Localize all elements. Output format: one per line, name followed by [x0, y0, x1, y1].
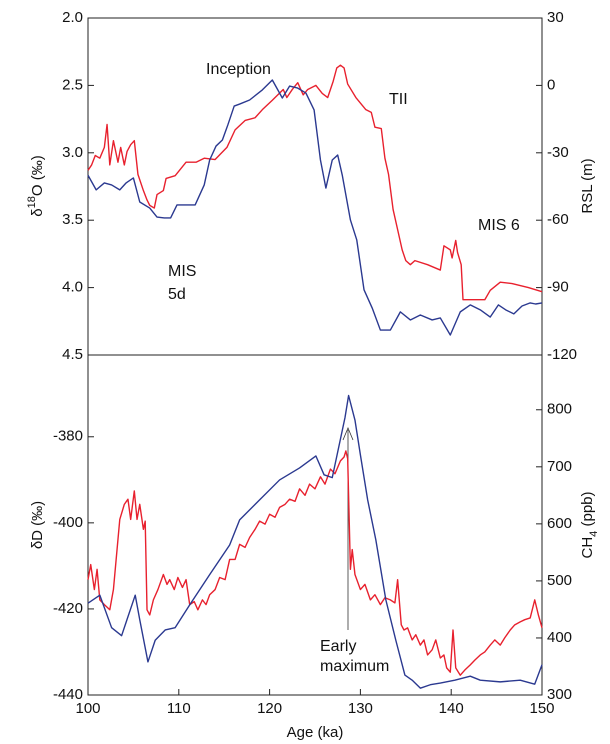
annotation: Early	[320, 638, 356, 655]
y-tick-label: -380	[53, 428, 83, 445]
y2-tick-label: 400	[547, 629, 572, 646]
y2-axis-title: CH4 (ppb)	[579, 492, 600, 559]
annotation: maximum	[320, 658, 389, 675]
y2-tick-label: -30	[547, 144, 569, 161]
plot-frame	[87, 354, 543, 696]
y2-axis-title: RSL (m)	[579, 158, 596, 213]
y-tick-label: -400	[53, 514, 83, 531]
y2-tick-label: 500	[547, 572, 572, 589]
x-tick-label: 120	[257, 700, 282, 717]
y-tick-label: 2.5	[62, 76, 83, 93]
annotation: MIS	[168, 263, 196, 280]
x-tick-label: 100	[75, 700, 100, 717]
y-tick-label: 4.0	[62, 279, 83, 296]
y-tick-label: 2.0	[62, 9, 83, 26]
x-tick-label: 150	[529, 700, 554, 717]
data-line	[87, 450, 543, 676]
y-tick-label: -420	[53, 600, 83, 617]
y2-axis-title-part: CH	[579, 537, 596, 559]
y-axis-title: δD (‰)	[29, 501, 46, 549]
data-line	[87, 64, 543, 301]
annotation: TII	[389, 91, 408, 108]
y2-axis-title-part: (ppb)	[579, 492, 596, 531]
y2-tick-label: 300	[547, 686, 572, 703]
y-tick-label: 3.0	[62, 144, 83, 161]
annotation: MIS 6	[478, 217, 520, 234]
y2-tick-label: -90	[547, 279, 569, 296]
y-tick-label: -440	[53, 686, 83, 703]
plot-frame	[87, 17, 543, 356]
y-axis-title: δ18O (‰)	[26, 155, 46, 216]
annotation: 5d	[168, 286, 186, 303]
arrow-head	[342, 426, 354, 441]
x-tick-label: 130	[348, 700, 373, 717]
y-tick-label: 4.5	[62, 346, 83, 363]
y-axis-title-part: δ	[29, 208, 46, 216]
y2-tick-label: 600	[547, 515, 572, 532]
data-line	[87, 394, 543, 689]
y-axis-title-part: O (‰)	[29, 155, 46, 196]
y2-tick-label: 0	[547, 76, 555, 93]
annotation: Inception	[206, 61, 271, 78]
data-line	[87, 79, 543, 336]
y2-tick-label: 800	[547, 401, 572, 418]
y-axis-title-sup: 18	[26, 196, 38, 208]
x-axis-title: Age (ka)	[287, 724, 344, 741]
y2-axis-title-sub: 4	[588, 531, 600, 537]
y2-tick-label: 700	[547, 458, 572, 475]
y-tick-label: 3.5	[62, 211, 83, 228]
y2-tick-label: 30	[547, 9, 564, 26]
y2-tick-label: -60	[547, 211, 569, 228]
x-tick-label: 140	[439, 700, 464, 717]
y2-tick-label: -120	[547, 346, 577, 363]
x-tick-label: 110	[167, 700, 191, 717]
